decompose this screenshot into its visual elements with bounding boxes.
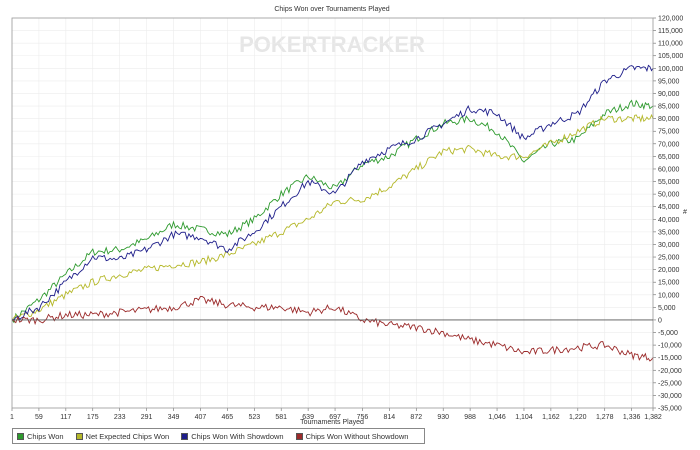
- x-tick-label: 291: [141, 414, 153, 421]
- x-tick-label: 349: [168, 414, 180, 421]
- x-tick-label: 697: [329, 414, 341, 421]
- y-tick-label: -25,000: [658, 380, 682, 387]
- y-tick-label: 105,000: [658, 53, 683, 60]
- y-tick-label: 65,000: [658, 154, 680, 161]
- y-tick-label: -15,000: [658, 355, 682, 362]
- y-axis-label: #: [683, 209, 687, 216]
- y-tick-label: -20,000: [658, 368, 682, 375]
- x-tick-label: 465: [222, 414, 234, 421]
- legend: Chips Won Net Expected Chips Won Chips Won…: [12, 428, 426, 444]
- legend-item: Chips Won With Showdown: [181, 431, 284, 441]
- legend-item: Net Expected Chips Won: [75, 431, 170, 441]
- x-tick-label: 581: [275, 414, 287, 421]
- x-tick-label: 1,278: [596, 414, 614, 421]
- series-line-net-expected-chips-won: [11, 113, 654, 321]
- legend-label: Chips Won: [27, 431, 64, 441]
- y-tick-label: 70,000: [658, 141, 680, 148]
- y-tick-label: 25,000: [658, 255, 680, 262]
- legend-label: Net Expected Chips Won: [85, 431, 170, 441]
- y-tick-label: -35,000: [658, 406, 682, 413]
- y-tick-label: 15,000: [658, 280, 680, 287]
- y-tick-label: 120,000: [658, 16, 683, 23]
- x-tick-label: 930: [437, 414, 449, 421]
- legend-label: Chips Won With Showdown: [191, 431, 284, 441]
- chart: Chips Won over Tournaments Played POKERT…: [10, 6, 687, 426]
- y-tick-label: 80,000: [658, 116, 680, 123]
- x-tick-label: 639: [302, 414, 314, 421]
- y-tick-label: 55,000: [658, 179, 680, 186]
- y-tick-label: 100,000: [658, 66, 683, 73]
- legend-swatch: [75, 432, 83, 440]
- x-tick-label: 988: [464, 414, 476, 421]
- x-tick-label: 523: [248, 414, 260, 421]
- x-tick-label: 117: [60, 414, 71, 421]
- y-tick-label: 95,000: [658, 78, 680, 85]
- y-tick-label: 60,000: [658, 166, 680, 173]
- y-tick-label: 30,000: [658, 242, 680, 249]
- x-tick-label: 1: [10, 414, 14, 421]
- y-tick-label: -30,000: [658, 393, 682, 400]
- y-tick-label: 0: [658, 317, 662, 324]
- y-tick-label: 115,000: [658, 28, 683, 35]
- chart-title: Chips Won over Tournaments Played: [274, 6, 389, 13]
- series-line-chips-won: [11, 99, 654, 324]
- y-tick-label: 40,000: [658, 217, 680, 224]
- y-tick-label: 85,000: [658, 104, 680, 111]
- series-line-chips-won-without-showdown: [11, 296, 654, 362]
- watermark: POKERTRACKER: [239, 32, 425, 57]
- y-tick-label: 110,000: [658, 41, 683, 48]
- x-tick-label: 175: [87, 414, 99, 421]
- y-tick-label: 90,000: [658, 91, 680, 98]
- x-tick-label: 407: [195, 414, 207, 421]
- y-tick-label: 5,000: [658, 305, 676, 312]
- legend-swatch: [17, 432, 24, 440]
- series-line-chips-won-with-showdown: [11, 64, 654, 321]
- y-tick-label: 20,000: [658, 267, 680, 274]
- legend-item: Chips Won Without Showdown: [295, 431, 409, 441]
- y-tick-label: -5,000: [658, 330, 678, 337]
- x-tick-label: 814: [384, 414, 396, 421]
- legend-swatch: [181, 432, 189, 440]
- x-tick-label: 1,382: [644, 414, 662, 421]
- legend-swatch: [295, 432, 303, 440]
- legend-item: Chips Won: [17, 432, 64, 441]
- x-tick-label: 1,220: [569, 414, 587, 421]
- x-tick-label: 1,046: [488, 414, 506, 421]
- x-tick-label: 1,162: [542, 414, 560, 421]
- y-tick-label: 35,000: [658, 229, 680, 236]
- x-tick-label: 872: [410, 414, 422, 421]
- y-tick-label: 10,000: [658, 292, 680, 299]
- y-tick-label: -10,000: [658, 343, 682, 350]
- x-tick-label: 756: [357, 414, 369, 421]
- x-tick-label: 1,336: [623, 414, 641, 421]
- x-tick-label: 233: [114, 414, 126, 421]
- x-tick-label: 59: [35, 414, 43, 421]
- plot-border: [11, 17, 654, 409]
- y-tick-label: 75,000: [658, 129, 680, 136]
- legend-label: Chips Won Without Showdown: [305, 431, 409, 441]
- y-tick-label: 50,000: [658, 192, 680, 199]
- y-tick-label: 45,000: [658, 204, 680, 211]
- x-tick-label: 1,104: [515, 414, 533, 421]
- x-axis-label: Tournaments Played: [300, 419, 364, 426]
